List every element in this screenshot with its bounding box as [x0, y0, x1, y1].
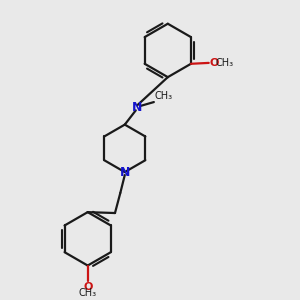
- Text: N: N: [120, 166, 130, 178]
- Text: N: N: [132, 101, 143, 114]
- Text: O: O: [209, 58, 218, 68]
- Text: CH₃: CH₃: [154, 92, 172, 101]
- Text: CH₃: CH₃: [216, 58, 234, 68]
- Text: O: O: [83, 282, 92, 292]
- Text: CH₃: CH₃: [79, 288, 97, 298]
